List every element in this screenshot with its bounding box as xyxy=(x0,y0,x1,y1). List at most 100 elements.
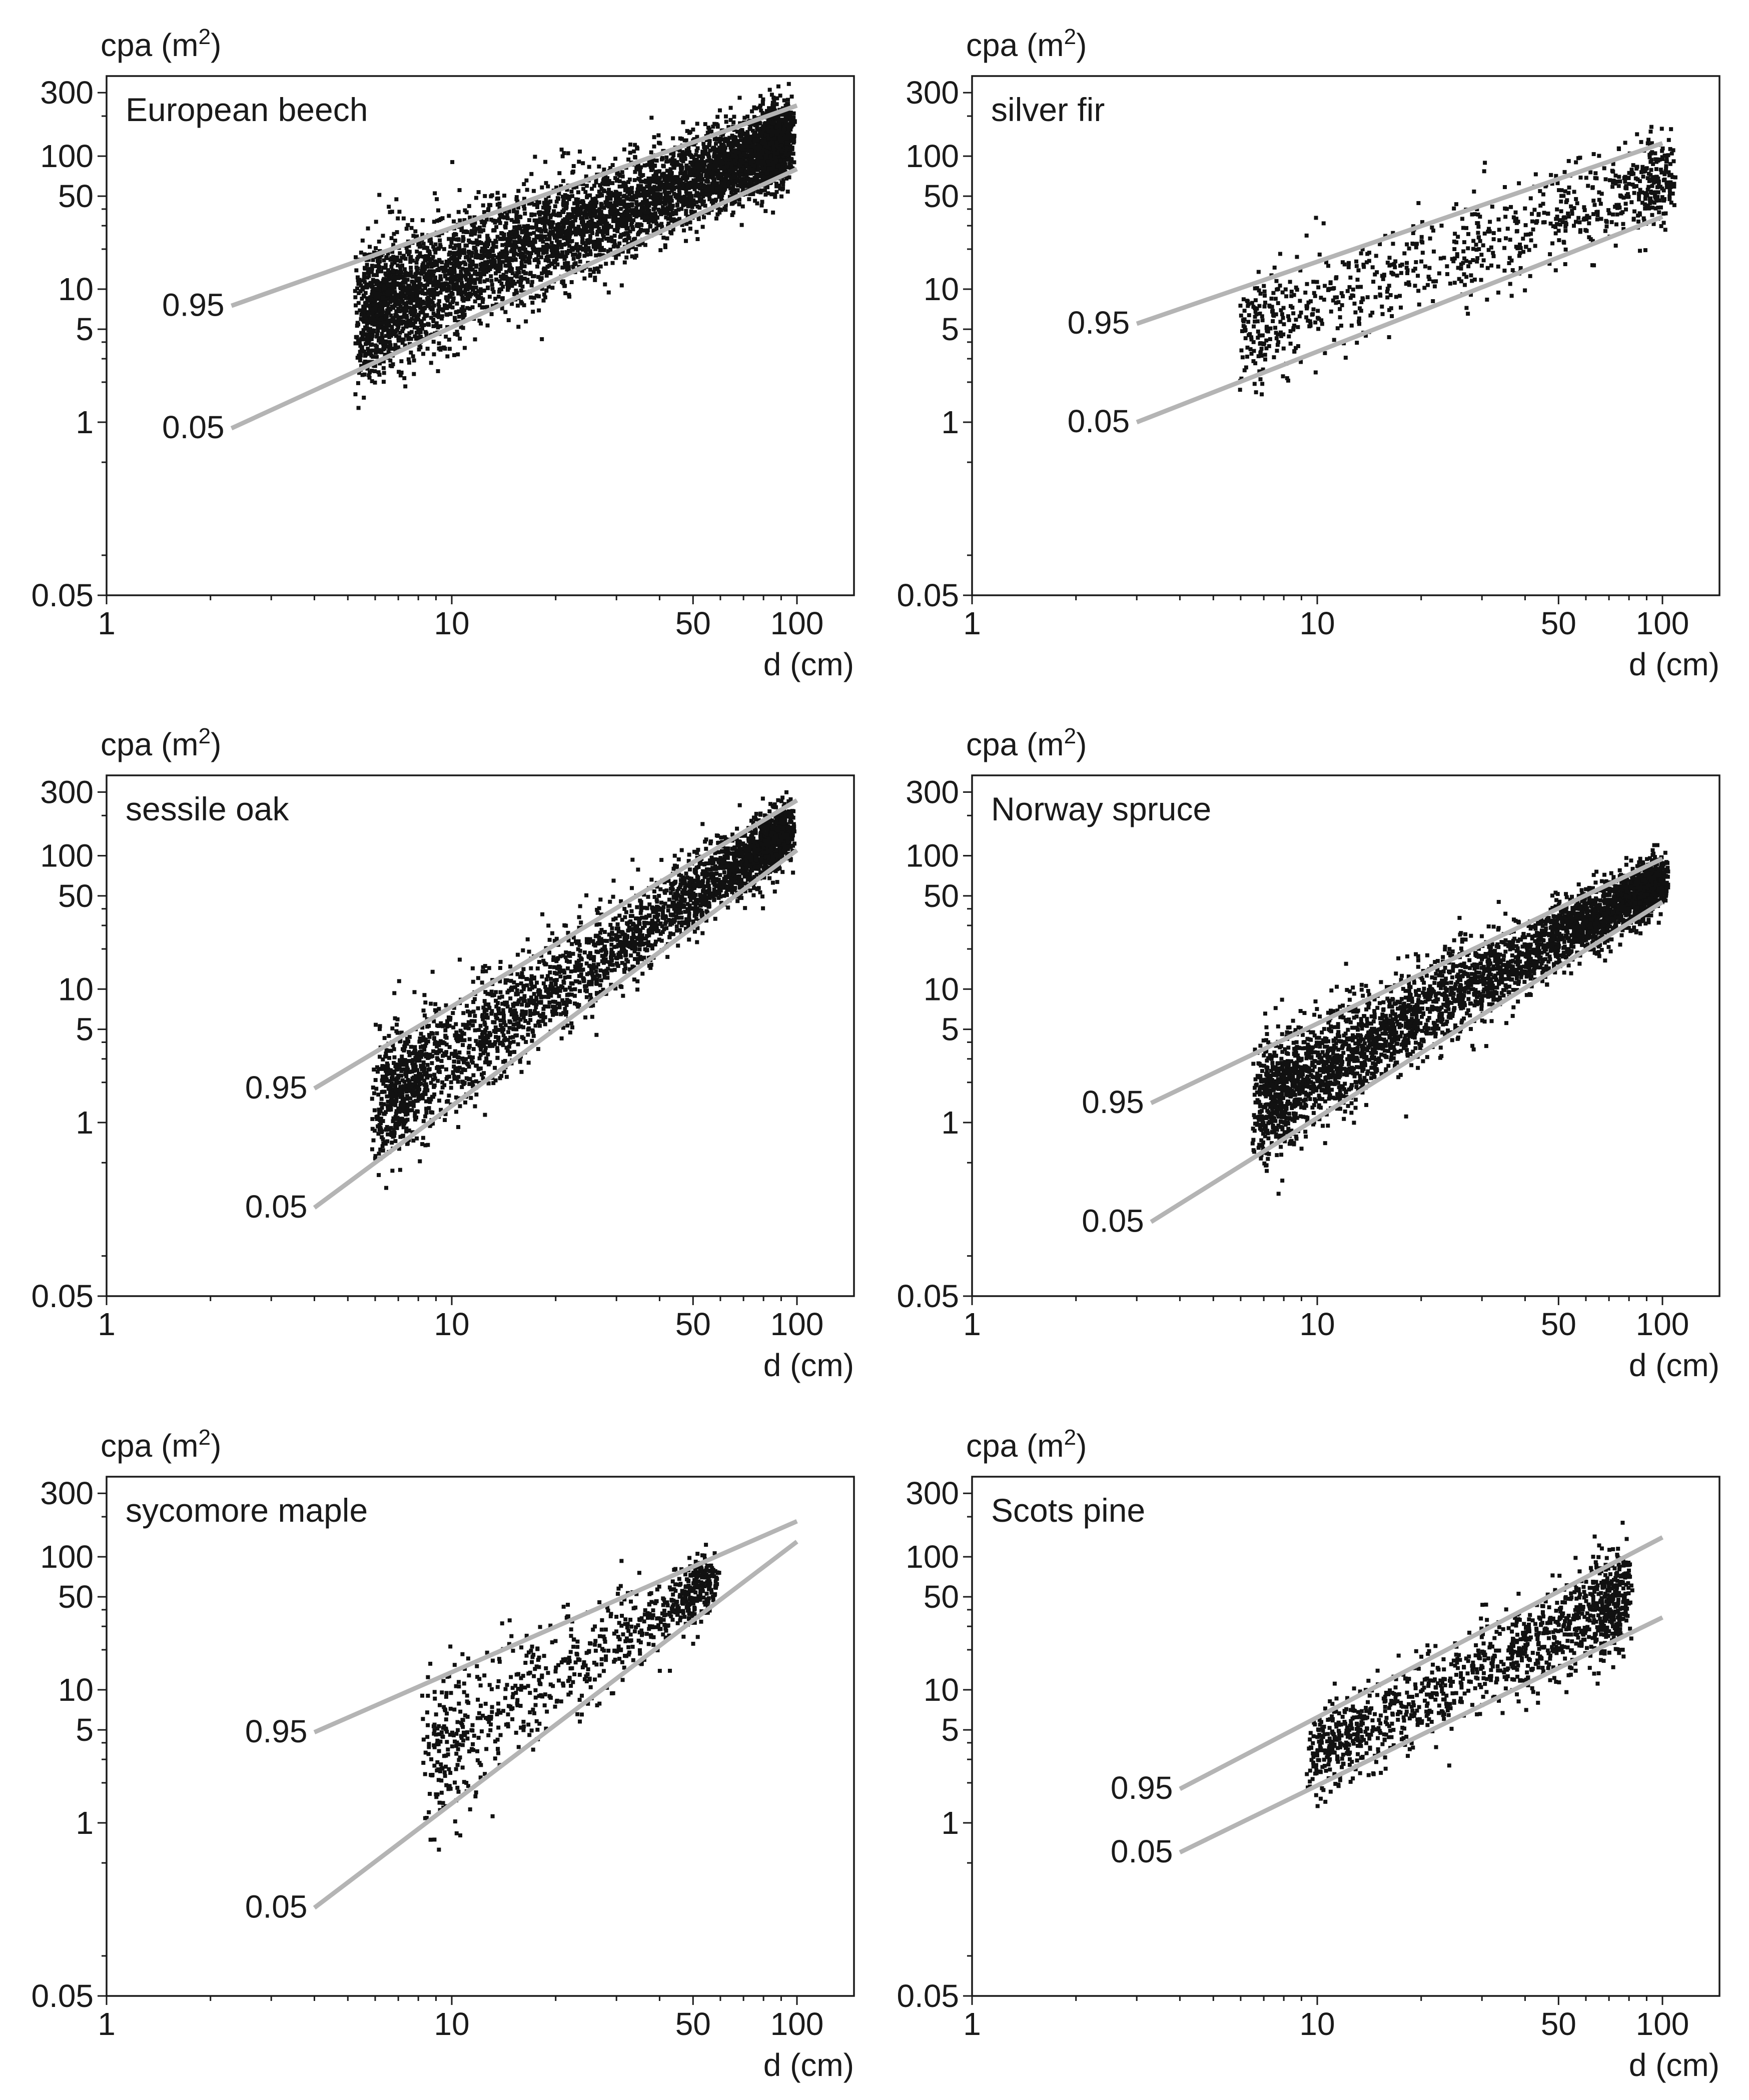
data-point xyxy=(623,214,627,219)
data-point xyxy=(412,325,417,330)
data-point xyxy=(395,230,399,235)
data-point xyxy=(596,240,601,244)
data-point xyxy=(460,267,465,271)
data-point xyxy=(738,178,742,183)
data-point xyxy=(458,218,462,223)
data-point xyxy=(768,153,772,158)
data-point xyxy=(381,321,386,325)
data-point xyxy=(776,114,780,119)
data-point xyxy=(397,302,402,306)
data-point xyxy=(595,194,600,199)
data-point xyxy=(448,312,452,316)
data-point xyxy=(663,191,668,195)
data-point xyxy=(502,194,507,198)
data-point xyxy=(407,244,411,248)
data-point xyxy=(614,203,619,208)
data-point xyxy=(456,237,460,242)
data-point xyxy=(419,301,423,305)
data-point xyxy=(495,203,500,207)
data-point xyxy=(472,272,477,276)
data-point xyxy=(687,170,692,175)
data-point xyxy=(668,203,672,208)
data-point xyxy=(570,194,574,198)
data-point xyxy=(548,245,552,249)
y-tick-label: 1 xyxy=(76,404,94,440)
data-point xyxy=(723,160,728,165)
data-point xyxy=(706,180,710,184)
data-point xyxy=(359,312,364,317)
data-point xyxy=(584,174,588,179)
data-point xyxy=(507,257,512,262)
data-point xyxy=(525,226,530,230)
data-point xyxy=(776,164,780,169)
data-point xyxy=(370,379,374,384)
data-point xyxy=(448,295,453,299)
data-point xyxy=(376,325,380,329)
data-point xyxy=(603,182,607,187)
data-point xyxy=(684,190,688,194)
data-point xyxy=(713,135,717,140)
data-point xyxy=(519,266,523,271)
data-point xyxy=(688,191,692,196)
data-point xyxy=(545,237,549,242)
data-point xyxy=(770,140,774,145)
data-point xyxy=(747,144,751,149)
data-point xyxy=(585,253,589,257)
data-point xyxy=(458,261,462,266)
data-point xyxy=(677,184,681,188)
data-point xyxy=(405,291,409,296)
data-point xyxy=(502,236,506,240)
data-point xyxy=(777,126,782,131)
data-point xyxy=(677,191,682,195)
data-point xyxy=(409,309,413,313)
data-point xyxy=(696,217,701,221)
data-point xyxy=(653,211,658,216)
data-point xyxy=(751,144,755,148)
data-point xyxy=(560,210,565,214)
data-point xyxy=(733,148,738,153)
data-point xyxy=(734,172,738,176)
data-point xyxy=(574,232,578,237)
data-point xyxy=(469,274,473,278)
data-point xyxy=(707,139,712,143)
data-point xyxy=(727,136,732,140)
data-point xyxy=(701,194,705,199)
data-point xyxy=(362,275,366,279)
data-point xyxy=(768,120,772,124)
data-point xyxy=(609,225,613,229)
data-point xyxy=(546,285,551,289)
data-point xyxy=(588,252,593,257)
data-point xyxy=(436,208,440,213)
plot-frame xyxy=(106,75,855,596)
data-point xyxy=(355,286,360,291)
data-point xyxy=(580,239,585,244)
data-point xyxy=(573,226,577,231)
data-point xyxy=(361,285,366,290)
y-tick-label: 100 xyxy=(40,138,94,174)
data-point xyxy=(765,111,769,116)
data-point xyxy=(679,167,683,172)
data-point xyxy=(515,210,519,214)
data-point xyxy=(722,144,726,149)
data-point xyxy=(669,195,673,199)
data-point xyxy=(700,202,705,206)
data-point xyxy=(647,187,652,191)
data-point xyxy=(715,206,720,210)
data-point xyxy=(674,211,678,216)
data-point xyxy=(431,295,436,300)
data-point xyxy=(507,209,511,214)
data-point xyxy=(606,182,610,187)
data-point xyxy=(406,296,410,300)
data-point xyxy=(455,257,460,261)
data-point xyxy=(353,392,358,397)
data-point xyxy=(557,171,562,176)
data-point xyxy=(629,223,633,227)
data-point xyxy=(399,273,403,278)
data-point xyxy=(658,187,662,192)
data-point xyxy=(393,290,397,294)
data-point xyxy=(494,245,498,249)
data-point xyxy=(659,212,663,216)
data-point xyxy=(577,228,582,233)
data-point xyxy=(755,201,759,206)
data-point xyxy=(645,215,650,220)
